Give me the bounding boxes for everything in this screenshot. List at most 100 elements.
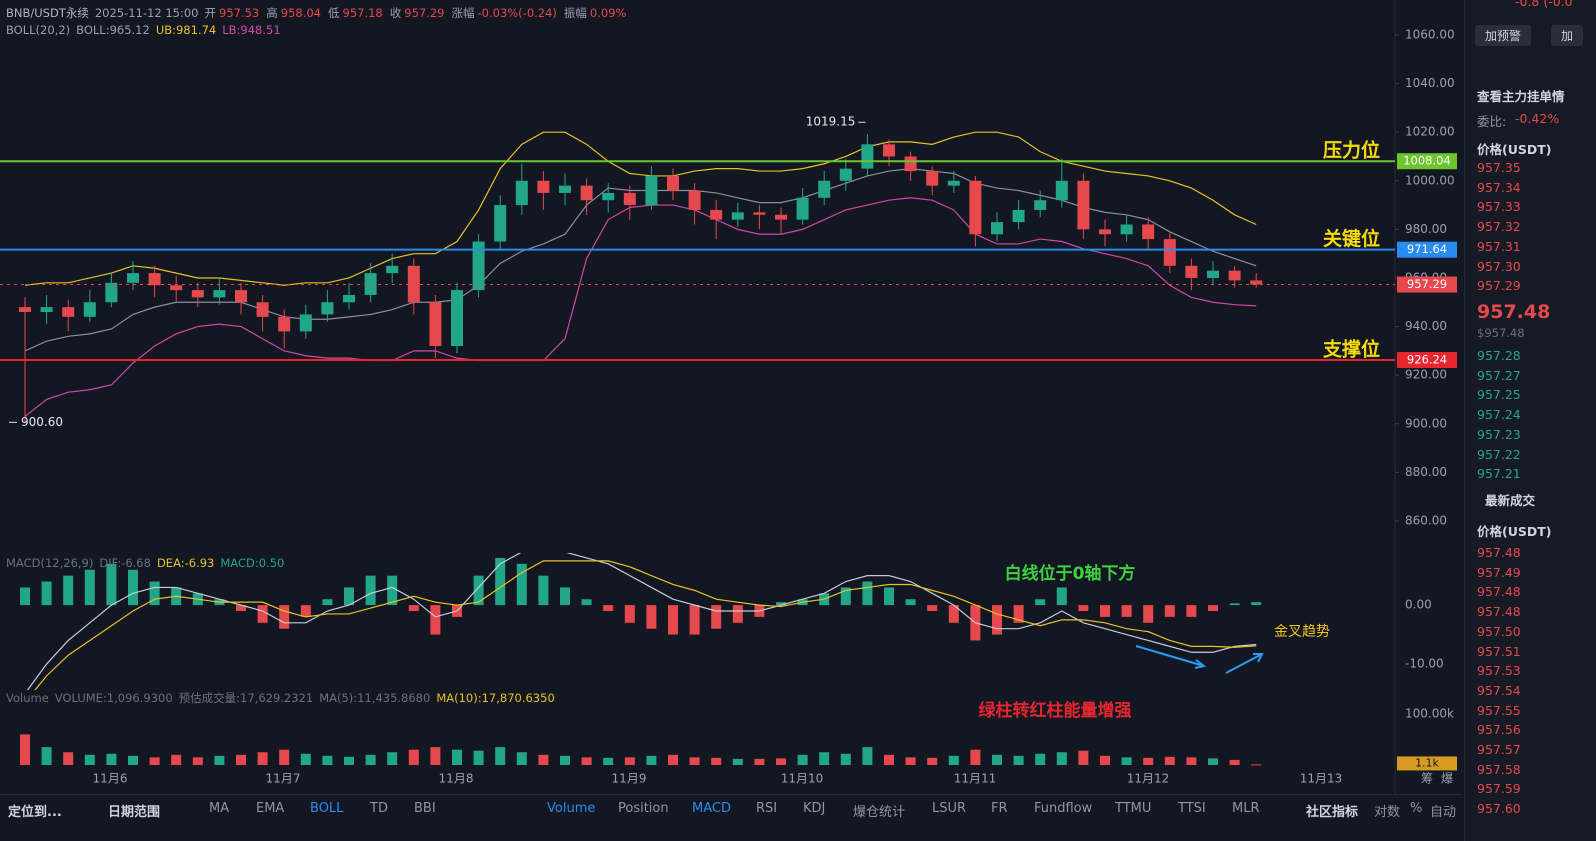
ob-text: 957.33 — [1477, 199, 1521, 215]
toolbar-button[interactable]: 定位到... — [8, 805, 62, 820]
volume-bar — [300, 753, 311, 765]
x-tick-label: 11月9 — [612, 772, 647, 786]
toolbar-button[interactable]: 对数 — [1374, 805, 1401, 820]
level-label: 支撑位 — [1322, 337, 1380, 360]
volume-bar — [1208, 758, 1218, 765]
y-tick-label: 920.00 — [1405, 368, 1447, 382]
boll-legend-item: LB:948.51 — [222, 23, 281, 37]
volume-bar — [192, 757, 203, 765]
time: 2025-11-12 15:00 — [94, 6, 199, 20]
toolbar-button[interactable]: TD — [370, 801, 388, 816]
volume-bar — [473, 750, 484, 765]
macd-pane — [20, 553, 1262, 690]
y-tick-label: -10.00 — [1405, 657, 1444, 671]
volume-bar — [408, 749, 419, 765]
toolbar-button[interactable]: Position — [618, 801, 669, 816]
volume-bar — [732, 758, 743, 765]
candle-body — [148, 273, 161, 286]
toolbar-button[interactable]: 爆仓统计 — [853, 805, 906, 820]
toolbar-button[interactable]: Volume — [547, 801, 596, 816]
toolbar-button[interactable]: 社区指标 — [1306, 805, 1359, 820]
macd-bar — [624, 605, 635, 623]
toolbar-button[interactable]: EMA — [256, 801, 285, 816]
field-label: 低 — [328, 6, 340, 20]
candle-body — [1228, 270, 1241, 281]
volume-bar — [1035, 753, 1046, 765]
toolbar-button[interactable]: 日期范围 — [108, 805, 161, 820]
macd-bar — [344, 587, 354, 606]
toolbar-button[interactable]: BOLL — [310, 801, 344, 816]
macd-bar — [495, 557, 506, 606]
macd-bar — [63, 575, 74, 606]
candle-body — [127, 273, 139, 283]
toolbar-button[interactable]: MLR — [1232, 801, 1260, 816]
toolbar-button[interactable]: TTMU — [1115, 801, 1152, 816]
candle-body — [688, 190, 701, 210]
volume-bar — [689, 757, 700, 765]
macd-bar — [365, 575, 376, 606]
candle-body — [969, 180, 982, 235]
candle-body — [407, 265, 420, 303]
price-tag-label: 971.64 — [1407, 242, 1447, 256]
candle-body — [1142, 224, 1155, 240]
annotation: 绿柱转红柱能量增强 — [979, 700, 1132, 721]
volume-bar — [1229, 759, 1240, 765]
toolbar-button[interactable]: LSUR — [932, 801, 967, 816]
macd-legend: MACD(12,26,9) DIF:-6.68 DEA:-6.93 MACD:0.50 — [6, 556, 290, 570]
toolbar-button[interactable]: RSI — [756, 801, 778, 816]
x-tick-label: 11月13 — [1300, 772, 1343, 786]
volume-bar — [754, 758, 765, 765]
ob-text: 957.23 — [1477, 426, 1521, 442]
macd-bar — [840, 587, 851, 606]
volume-bar — [41, 747, 52, 765]
toolbar-button[interactable]: BBI — [414, 801, 436, 816]
toolbar-button[interactable]: FR — [991, 801, 1008, 816]
volume-bar — [236, 754, 246, 765]
y-tick-label: 880.00 — [1405, 465, 1447, 479]
boll-legend: BOLL(20,2) BOLL:965.12 UB:981.74 LB:948.51 — [6, 23, 287, 37]
macd-bar — [1100, 605, 1110, 617]
toolbar-button[interactable]: KDJ — [803, 801, 826, 816]
volume-tag-label: 1.1k — [1415, 756, 1439, 769]
macd-bar — [516, 563, 527, 606]
axis-button: 筹 — [1421, 772, 1433, 786]
macd-bar — [538, 575, 549, 606]
toolbar-button[interactable]: MA — [209, 801, 230, 816]
toolbar-button[interactable]: MACD — [692, 801, 731, 816]
volume-legend: Volume VOLUME:1,096.9300 预估成交量:17,629.2321… — [6, 690, 561, 706]
toolbar-button[interactable]: % — [1410, 801, 1423, 816]
chart: 1060.001040.001020.001000.00980.00960.00… — [0, 0, 1457, 794]
volume-bar — [1100, 755, 1110, 765]
volume-bar — [516, 752, 527, 765]
candle-body — [731, 212, 744, 220]
candle-body — [775, 214, 787, 220]
ob-text: 957.58 — [1477, 761, 1521, 777]
arrows — [1135, 645, 1264, 674]
ob-text: 957.29 — [1477, 278, 1521, 294]
annotation: 白线位于0轴下方 — [1005, 563, 1136, 584]
candle-body — [256, 302, 269, 317]
macd-bar — [776, 602, 786, 606]
symbol: BNB/USDT永续 — [6, 6, 89, 20]
y-tick-label: 1020.00 — [1405, 125, 1455, 139]
macd-bar — [948, 605, 959, 623]
volume-bar — [581, 757, 592, 765]
volume-bar — [322, 755, 333, 765]
ob-text: 957.51 — [1477, 643, 1521, 659]
toolbar-button[interactable]: TTSI — [1178, 801, 1206, 816]
volume-bar — [646, 755, 657, 765]
y-tick-label: 1060.00 — [1405, 27, 1455, 41]
macd-bar — [884, 587, 894, 606]
ob-text: 957.49 — [1477, 564, 1521, 580]
macd-legend-item: DIF:-6.68 — [99, 556, 151, 570]
arrow — [1135, 645, 1207, 669]
toolbar-button[interactable]: 自动 — [1430, 805, 1457, 820]
macd-bar — [646, 605, 657, 629]
ob-text: 957.24 — [1477, 407, 1521, 423]
toolbar-button[interactable]: Fundflow — [1034, 801, 1093, 816]
macd-bar — [1013, 605, 1024, 623]
ob-text: 价格(USDT) — [1477, 142, 1552, 157]
volume-bar — [1143, 757, 1154, 765]
candle-body — [343, 294, 355, 303]
ob-text: 957.54 — [1477, 682, 1521, 698]
